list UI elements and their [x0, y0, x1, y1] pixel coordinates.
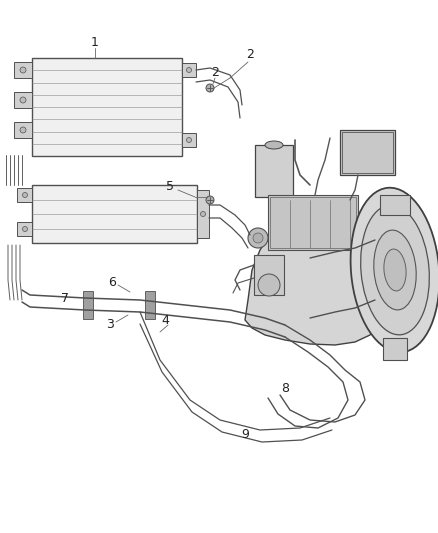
Ellipse shape [253, 233, 263, 243]
Ellipse shape [248, 228, 268, 248]
Bar [378, 240, 396, 325]
Text: 9: 9 [241, 429, 249, 441]
Text: 5: 5 [166, 181, 174, 193]
Bar [32, 185, 197, 243]
Ellipse shape [384, 249, 406, 291]
Ellipse shape [20, 67, 26, 73]
Text: 8: 8 [281, 382, 289, 394]
Text: 1: 1 [91, 36, 99, 49]
Bar [254, 255, 284, 295]
Bar [17, 222, 32, 236]
Ellipse shape [187, 68, 191, 72]
Ellipse shape [350, 188, 438, 352]
Ellipse shape [206, 84, 214, 92]
Ellipse shape [22, 227, 28, 231]
Bar [182, 133, 196, 147]
Ellipse shape [265, 141, 283, 149]
Bar [14, 92, 32, 108]
Text: 4: 4 [161, 313, 169, 327]
Bar [17, 188, 32, 202]
Bar [83, 291, 93, 319]
Ellipse shape [20, 127, 26, 133]
Bar [270, 197, 356, 248]
Ellipse shape [201, 212, 205, 216]
Bar [255, 145, 293, 197]
Bar [268, 195, 358, 250]
Bar [182, 63, 196, 77]
Bar [340, 130, 395, 175]
Bar [145, 291, 155, 319]
Ellipse shape [20, 97, 26, 103]
Ellipse shape [374, 230, 416, 310]
Text: 2: 2 [211, 66, 219, 78]
Bar [342, 132, 393, 173]
Bar [32, 58, 182, 156]
Ellipse shape [206, 196, 214, 204]
Bar [197, 190, 209, 238]
Bar [380, 195, 410, 215]
Ellipse shape [22, 192, 28, 198]
Text: 6: 6 [108, 276, 116, 288]
Text: 3: 3 [106, 319, 114, 332]
Text: 7: 7 [61, 292, 69, 304]
Text: 2: 2 [246, 49, 254, 61]
Bar [14, 62, 32, 78]
Bar [14, 122, 32, 138]
Ellipse shape [187, 138, 191, 142]
Bar [383, 338, 407, 360]
Ellipse shape [258, 274, 280, 296]
Ellipse shape [360, 205, 429, 335]
Polygon shape [245, 218, 385, 345]
